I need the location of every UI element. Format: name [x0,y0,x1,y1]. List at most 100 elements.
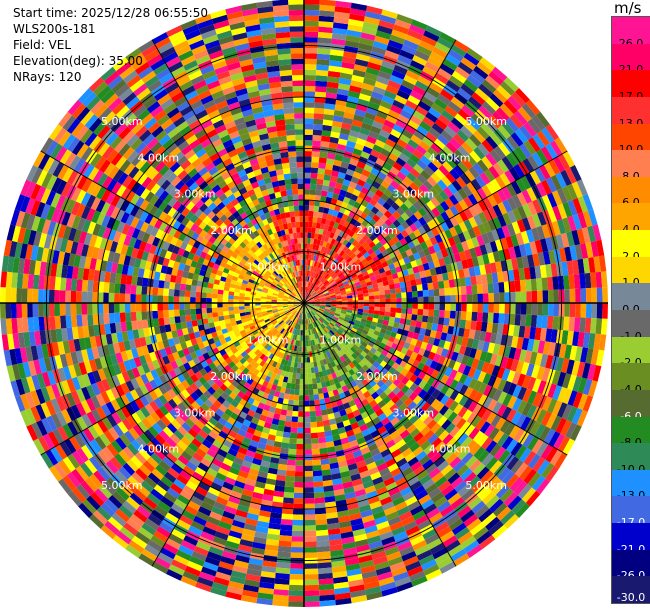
velocity-gate [424,358,433,368]
velocity-gate [408,325,416,333]
velocity-gate [502,212,512,226]
velocity-gate [487,194,498,207]
velocity-gate [382,143,394,153]
velocity-gate [422,283,429,291]
velocity-gate [566,330,574,346]
velocity-gate [312,465,322,472]
velocity-gate [346,186,355,194]
velocity-gate [396,328,404,335]
velocity-gate [321,264,326,271]
velocity-gate [496,366,506,379]
velocity-gate [389,193,399,203]
velocity-gate [548,431,561,447]
velocity-gate [372,40,388,50]
velocity-gate [320,304,326,307]
velocity-gate [557,203,568,220]
velocity-gate [442,272,449,281]
velocity-gate [425,25,442,37]
velocity-gate [410,351,419,360]
velocity-gate [491,272,499,284]
velocity-gate [458,345,467,355]
velocity-gate [356,103,368,112]
velocity-gate [312,266,316,272]
velocity-gate [490,178,502,192]
velocity-gate [343,111,355,120]
velocity-gate [385,114,398,124]
velocity-gate [361,241,369,249]
velocity-gate [421,35,438,47]
velocity-gate [332,115,344,123]
velocity-gate [313,238,318,245]
velocity-gate [478,83,493,98]
velocity-gate [598,255,607,272]
velocity-gate [309,271,313,277]
velocity-gate [391,69,406,80]
velocity-gate [363,306,370,310]
velocity-gate [317,256,322,263]
velocity-gate [321,130,332,137]
velocity-gate [443,280,450,289]
velocity-gate [351,74,365,83]
velocity-gate [422,262,430,271]
velocity-gate [228,306,234,311]
velocity-gate [571,408,583,425]
velocity-gate [521,337,530,351]
velocity-gate [486,363,495,375]
velocity-gate [291,541,304,548]
velocity-gate [406,291,413,298]
velocity-gate [551,220,561,236]
velocity-gate [331,126,342,134]
velocity-gate [390,104,403,115]
velocity-gate [463,196,474,208]
velocity-gate [402,162,414,173]
velocity-gate [119,312,126,323]
velocity-gate [569,345,578,361]
velocity-gate [448,279,456,288]
velocity-gate [364,323,372,329]
velocity-gate [311,291,317,296]
velocity-gate [412,308,418,315]
velocity-gate [344,40,360,49]
velocity-gate [304,443,312,450]
velocity-gate [331,299,337,302]
velocity-gate [325,304,332,306]
velocity-gate [345,287,352,292]
velocity-gate [489,240,498,253]
velocity-gate [342,232,349,240]
velocity-gate [452,133,466,146]
velocity-gate [325,297,331,300]
velocity-gate [288,595,304,602]
velocity-gate [523,121,537,138]
velocity-gate [440,130,453,142]
velocity-gate [425,111,438,123]
velocity-gate [350,193,359,202]
velocity-gate [309,276,313,283]
velocity-gate [391,326,399,334]
velocity-gate [532,392,543,407]
velocity-gate [390,303,397,308]
velocity-gate [319,201,326,208]
velocity-gate [422,223,431,233]
velocity-gate [310,178,318,185]
velocity-gate [316,239,321,246]
velocity-gate [304,286,306,293]
velocity-gate [383,265,391,272]
velocity-gate [317,426,325,433]
velocity-gate [320,141,330,148]
velocity-gate [536,366,546,381]
velocity-gate [595,318,603,335]
velocity-gate [386,44,402,55]
velocity-gate [370,167,380,177]
velocity-gate [493,145,506,160]
velocity-gate [323,311,329,316]
velocity-gate [410,134,423,145]
velocity-gate [347,135,358,143]
velocity-gate [431,323,438,332]
velocity-gate [330,294,336,298]
velocity-gate [331,245,337,252]
velocity-gate [312,140,321,147]
velocity-gate [448,194,459,206]
velocity-gate [339,166,348,174]
velocity-gate [565,422,577,439]
velocity-gate [307,293,311,299]
